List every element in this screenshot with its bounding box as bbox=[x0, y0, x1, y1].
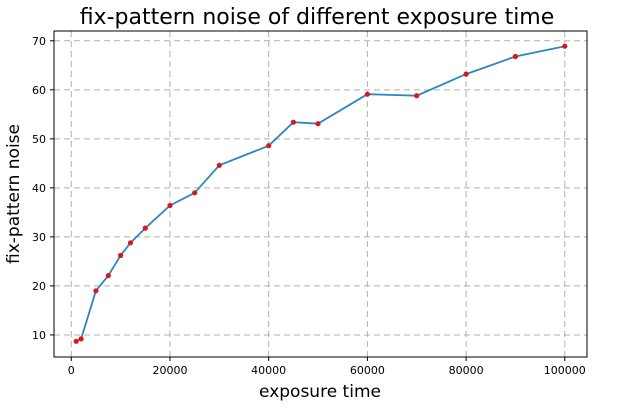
y-tick-label: 40 bbox=[32, 182, 46, 195]
data-point bbox=[463, 71, 469, 77]
grid-lines bbox=[54, 31, 587, 357]
x-axis-label: exposure time bbox=[259, 382, 381, 402]
y-tick-label: 50 bbox=[32, 133, 46, 146]
axis-ticks: 0 20000 40000 60000 80000 100000 10 20 30 40 50 60 7… bbox=[32, 35, 586, 377]
data-point bbox=[216, 162, 222, 168]
data-point bbox=[93, 288, 99, 294]
data-point bbox=[512, 53, 519, 60]
y-tick-label: 10 bbox=[32, 329, 46, 342]
data-point bbox=[105, 273, 111, 279]
y-tick-label: 60 bbox=[32, 84, 46, 97]
data-point bbox=[142, 225, 148, 231]
plot-frame bbox=[53, 30, 588, 358]
x-tick-label: 40000 bbox=[251, 364, 286, 377]
data-point bbox=[192, 190, 198, 196]
series-line bbox=[75, 45, 565, 343]
data-point bbox=[167, 202, 173, 209]
x-tick-label: 60000 bbox=[350, 364, 385, 377]
data-point bbox=[118, 252, 124, 259]
y-tick-label: 20 bbox=[32, 280, 46, 293]
data-point bbox=[266, 143, 272, 149]
x-tick-label: 100000 bbox=[544, 364, 586, 377]
chart-title: fix-pattern noise of different exposure … bbox=[80, 5, 555, 30]
data-point bbox=[127, 240, 134, 246]
y-tick-label: 30 bbox=[32, 231, 46, 244]
data-point bbox=[364, 91, 370, 97]
y-tick-label: 70 bbox=[32, 35, 46, 48]
x-tick-label: 0 bbox=[68, 364, 75, 377]
data-point bbox=[414, 93, 420, 99]
x-tick-label: 20000 bbox=[152, 364, 187, 377]
data-point bbox=[315, 121, 321, 127]
data-point bbox=[290, 119, 296, 125]
x-tick-label: 80000 bbox=[449, 364, 484, 377]
data-point bbox=[562, 43, 568, 49]
data-point bbox=[78, 336, 84, 342]
data-points bbox=[73, 43, 568, 344]
y-axis-label: fix-pattern noise bbox=[4, 124, 24, 264]
data-point bbox=[73, 338, 79, 344]
